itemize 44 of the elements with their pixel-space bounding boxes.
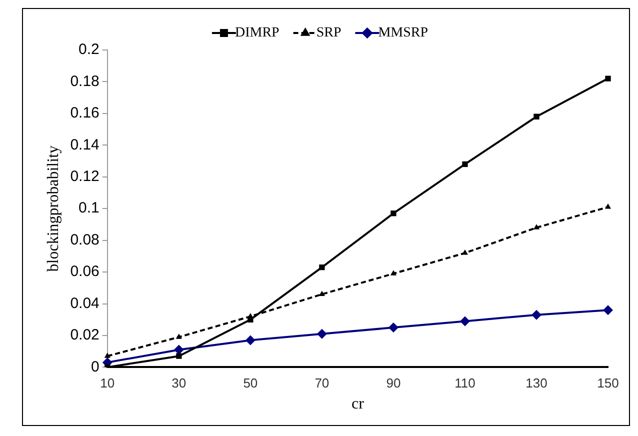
legend-label: DIMRP bbox=[234, 26, 280, 41]
y-tick-label: 0.08 bbox=[70, 231, 100, 248]
point bbox=[533, 224, 540, 230]
y-tick-label: 0.06 bbox=[70, 263, 100, 280]
y-tick-label: 0.12 bbox=[70, 168, 100, 186]
point bbox=[316, 328, 327, 339]
y-tick-label: 0.1 bbox=[78, 200, 100, 217]
point bbox=[531, 310, 542, 320]
x-tick-label: 90 bbox=[386, 376, 401, 391]
y-tick-label: 0.04 bbox=[70, 294, 100, 312]
point bbox=[462, 161, 468, 168]
point bbox=[390, 270, 396, 276]
point bbox=[174, 344, 184, 355]
x-tick-label: 30 bbox=[172, 376, 186, 391]
x-tick-label: 130 bbox=[526, 376, 548, 391]
point bbox=[390, 210, 396, 216]
x-tick-label: 150 bbox=[597, 376, 619, 391]
point bbox=[319, 264, 325, 270]
x-axis-title: cr bbox=[351, 396, 365, 413]
x-tick-label: 10 bbox=[100, 376, 115, 391]
point bbox=[176, 353, 182, 359]
y-tick-label: 0.14 bbox=[70, 136, 100, 154]
point bbox=[388, 322, 398, 333]
point bbox=[245, 335, 256, 346]
y-axis-title: blockingprobability bbox=[44, 146, 62, 272]
point bbox=[176, 334, 182, 339]
y-tick-label: 0.18 bbox=[70, 72, 100, 90]
y-tick-label: 0.2 bbox=[78, 41, 100, 58]
x-tick-label: 110 bbox=[454, 376, 476, 391]
legend-label: MMSRP bbox=[378, 26, 428, 41]
point bbox=[604, 204, 612, 209]
x-tick-label: 50 bbox=[243, 376, 258, 391]
point bbox=[460, 316, 470, 326]
y-tick-label: 0.16 bbox=[70, 104, 100, 122]
x-tick-label: 70 bbox=[314, 376, 330, 391]
point bbox=[534, 114, 540, 120]
legend-label: SRP bbox=[316, 26, 342, 41]
y-tick-label: 0.02 bbox=[70, 326, 100, 344]
point bbox=[462, 250, 468, 255]
point bbox=[248, 316, 254, 322]
point bbox=[603, 305, 613, 316]
y-tick-label: 0 bbox=[91, 358, 100, 376]
point bbox=[104, 352, 110, 358]
point bbox=[605, 76, 611, 82]
